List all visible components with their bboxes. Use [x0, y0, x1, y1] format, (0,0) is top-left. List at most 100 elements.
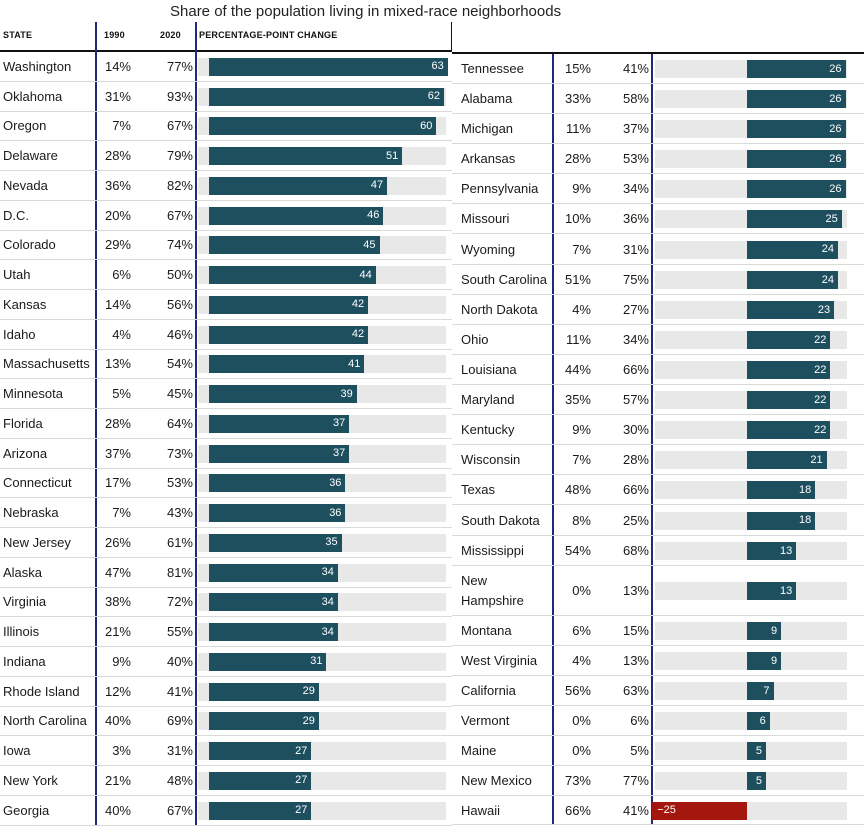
value-2020: 41%	[166, 683, 193, 699]
state-name: Hawaii	[461, 802, 501, 818]
state-name: New York	[3, 772, 58, 788]
state-name: Indiana	[3, 653, 46, 669]
value-2020: 13%	[622, 653, 649, 668]
value-2020: 41%	[622, 61, 649, 76]
value-1990: 6%	[572, 623, 591, 638]
state-name: Iowa	[3, 743, 31, 759]
value-2020: 13%	[622, 583, 649, 598]
value-1990: 35%	[564, 392, 591, 407]
state-name: Florida	[3, 415, 43, 431]
change-bar	[209, 414, 350, 433]
state-name: South Carolina	[461, 272, 547, 287]
change-bar	[209, 652, 327, 671]
change-bar	[209, 771, 312, 790]
value-1990: 4%	[572, 653, 591, 668]
bar-value-label: 27	[295, 744, 308, 757]
change-bar	[209, 623, 338, 642]
bar-value-label: 36	[329, 506, 342, 519]
value-2020: 53%	[622, 151, 649, 166]
value-1990: 13%	[104, 356, 131, 372]
state-name: Utah	[3, 267, 31, 283]
row-separator	[0, 705, 452, 707]
bar-value-label: 13	[780, 584, 793, 597]
row-separator	[452, 444, 864, 445]
state-name: Connecticut	[3, 475, 72, 491]
value-1990: 73%	[564, 773, 591, 788]
state-name: Texas	[461, 482, 495, 497]
state-name: South Dakota	[461, 512, 540, 528]
bar-value-label: −25	[657, 804, 676, 816]
change-bar	[747, 391, 831, 409]
value-2020: 46%	[166, 326, 193, 342]
value-2020: 40%	[166, 653, 193, 669]
change-bar	[747, 652, 782, 670]
change-bar	[747, 682, 774, 700]
state-name: Maryland	[461, 392, 515, 407]
state-name: New Jersey	[3, 534, 71, 550]
bar-value-label: 26	[829, 62, 842, 75]
bar-value-label: 34	[321, 625, 334, 638]
change-bar	[747, 331, 831, 349]
state-name: Virginia	[3, 594, 47, 610]
value-1990: 28%	[104, 148, 131, 164]
value-1990: 6%	[112, 267, 131, 283]
value-1990: 36%	[104, 177, 131, 193]
bar-value-label: 26	[829, 152, 842, 165]
value-1990: 4%	[572, 302, 591, 317]
divider-right-values	[651, 54, 653, 825]
value-1990: 9%	[112, 653, 131, 669]
bar-value-label: 46	[367, 209, 380, 222]
change-bar	[209, 266, 376, 285]
row-separator	[0, 794, 452, 796]
value-1990: 8%	[572, 512, 591, 528]
value-2020: 6%	[630, 713, 649, 728]
header-state: STATE	[3, 30, 33, 40]
state-name: Montana	[461, 623, 512, 638]
bar-value-label: 51	[386, 149, 399, 162]
value-2020: 57%	[622, 392, 649, 407]
value-2020: 64%	[166, 415, 193, 431]
change-bar	[209, 533, 342, 552]
change-bar	[747, 742, 766, 760]
value-1990: 21%	[104, 772, 131, 788]
row-separator	[452, 294, 864, 295]
change-bar	[209, 712, 319, 731]
bar-value-label: 23	[817, 303, 831, 316]
value-1990: 37%	[104, 445, 131, 461]
change-bar	[209, 87, 444, 106]
value-2020: 67%	[166, 207, 193, 223]
value-2020: 66%	[622, 362, 649, 377]
value-1990: 28%	[104, 415, 131, 431]
row-separator	[0, 616, 452, 618]
row-separator	[0, 289, 452, 290]
change-bar	[209, 206, 384, 225]
value-2020: 73%	[166, 445, 193, 461]
state-name: Mississippi	[461, 543, 524, 558]
bar-value-label: 37	[332, 417, 346, 430]
state-name: Illinois	[3, 624, 40, 640]
bar-value-label: 21	[810, 453, 823, 466]
row-separator	[0, 348, 452, 350]
value-2020: 72%	[166, 594, 193, 610]
value-1990: 0%	[572, 583, 591, 598]
state-name: West Virginia	[461, 653, 538, 668]
row-separator	[0, 110, 452, 112]
value-2020: 50%	[166, 267, 193, 283]
bar-value-label: 13	[780, 544, 793, 557]
row-separator	[0, 259, 452, 261]
row-separator	[0, 467, 452, 469]
bar-value-label: 27	[295, 804, 308, 817]
row-separator	[452, 384, 864, 385]
bar-value-label: 26	[829, 182, 842, 195]
value-2020: 67%	[166, 802, 193, 818]
change-bar	[209, 147, 403, 166]
change-bar	[747, 712, 770, 730]
value-1990: 15%	[564, 61, 591, 76]
row-separator	[0, 646, 452, 647]
row-separator	[0, 318, 452, 320]
state-name: New Hampshire	[461, 573, 524, 608]
change-bar	[209, 682, 319, 701]
change-bar	[209, 593, 338, 612]
bar-value-label: 37	[332, 447, 346, 460]
bar-value-label: 60	[420, 119, 433, 132]
